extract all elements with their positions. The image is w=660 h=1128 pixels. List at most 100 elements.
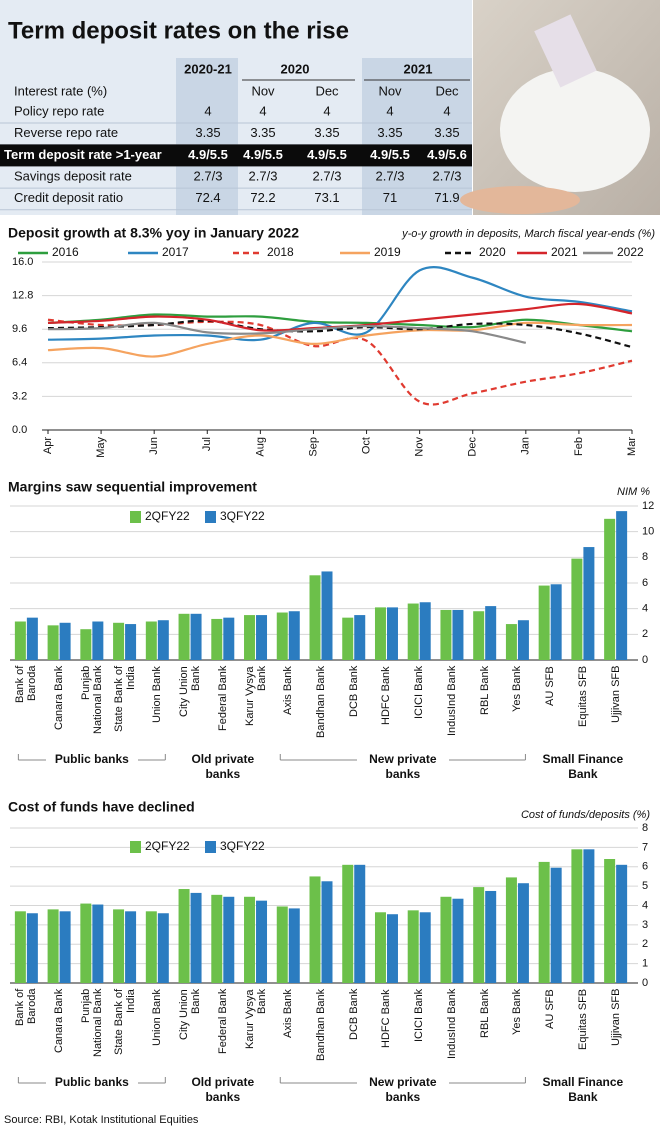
bar xyxy=(473,611,485,660)
bar xyxy=(452,609,464,660)
legend-label: 2016 xyxy=(52,245,79,259)
bar xyxy=(604,859,616,983)
y-tick-label: 8 xyxy=(642,551,648,563)
group-label: Old private banks xyxy=(176,1075,269,1105)
y-tick-label: 6 xyxy=(642,861,648,873)
group-label: Small Finance Bank xyxy=(536,752,629,782)
x-tick-label: IndusInd Bank xyxy=(445,989,458,1060)
bar xyxy=(288,611,300,660)
table-cell: 2.7/3 xyxy=(313,169,342,184)
photo-banknote xyxy=(534,14,597,88)
legend-label: 2019 xyxy=(374,245,401,259)
bar xyxy=(407,603,419,660)
table-cell: 2.7/3 xyxy=(376,169,405,184)
series-line xyxy=(47,265,633,342)
x-tick-label: RBL Bank xyxy=(478,989,491,1039)
table-cell: 4 xyxy=(323,103,330,118)
bar xyxy=(374,912,386,983)
table-cell: 4.9/5.5 xyxy=(370,147,410,162)
x-tick-label: Punjab National Bank xyxy=(79,666,104,735)
axis-label: Cost of funds/deposits (%) xyxy=(521,809,650,821)
x-tick-label: Canara Bank xyxy=(53,666,66,731)
bar xyxy=(26,617,38,660)
x-tick-label: ICICI Bank xyxy=(413,989,426,1043)
x-tick-label: Canara Bank xyxy=(53,989,66,1054)
bar xyxy=(190,892,202,983)
bar xyxy=(571,849,583,983)
table-header: 2020 xyxy=(281,61,310,76)
table-header: 2020-21 xyxy=(184,61,232,76)
x-tick-label: Apr xyxy=(42,437,54,454)
row-label: Credit deposit ratio xyxy=(14,190,123,205)
x-tick-label: Nov xyxy=(414,437,426,457)
bar xyxy=(26,913,38,983)
bar xyxy=(342,864,354,983)
table-cell: 4 xyxy=(443,103,450,118)
y-tick-label: 2 xyxy=(642,628,648,640)
x-tick-label: Yes Bank xyxy=(511,989,524,1036)
y-tick-label: 4 xyxy=(642,899,648,911)
x-tick-label: Federal Bank xyxy=(216,666,229,732)
table-cell: 3.35 xyxy=(195,125,220,140)
y-tick-label: 8 xyxy=(642,822,648,834)
x-tick-label: DCB Bank xyxy=(347,989,360,1041)
bar xyxy=(256,900,268,983)
bar xyxy=(354,615,366,660)
y-tick-label: 1 xyxy=(642,958,648,970)
bar xyxy=(550,584,562,660)
x-tick-label: Axis Bank xyxy=(282,989,295,1038)
series-line xyxy=(47,321,633,358)
row-label: Reverse repo rate xyxy=(14,125,118,140)
bar xyxy=(473,887,485,983)
x-tick-label: Union Bank xyxy=(151,666,164,723)
legend-swatch xyxy=(205,841,216,853)
y-tick-label: 0 xyxy=(642,654,648,666)
bar xyxy=(256,615,268,660)
y-tick-label: 9.6 xyxy=(12,323,27,335)
bar xyxy=(571,558,583,660)
bar xyxy=(342,617,354,660)
bar xyxy=(604,518,616,660)
group-label: Small Finance Bank xyxy=(536,1075,629,1105)
bar xyxy=(485,890,497,983)
group-label: New private banks xyxy=(356,752,449,782)
x-tick-label: City Union Bank xyxy=(178,666,203,717)
x-tick-label: IndusInd Bank xyxy=(445,666,458,737)
bar xyxy=(125,911,137,983)
table-cell: 71 xyxy=(383,190,397,205)
bar xyxy=(321,881,333,983)
bar xyxy=(407,910,419,983)
bar xyxy=(157,913,169,983)
bar xyxy=(178,613,190,660)
bar xyxy=(374,607,386,660)
bar xyxy=(505,624,517,660)
bar xyxy=(440,609,452,660)
bar xyxy=(80,903,92,983)
table-subheader: Dec xyxy=(315,83,339,98)
y-tick-label: 0.0 xyxy=(12,424,27,436)
table-cell: 3.35 xyxy=(434,125,459,140)
table-cell: 4 xyxy=(204,103,211,118)
x-tick-label: State Bank of India xyxy=(112,666,137,733)
y-tick-label: 12 xyxy=(642,500,654,512)
bar xyxy=(276,906,288,983)
table-cell: 4.9/5.5 xyxy=(188,147,228,162)
bar xyxy=(583,849,595,983)
bar xyxy=(288,908,300,983)
bar xyxy=(113,622,125,660)
bar xyxy=(386,914,398,983)
bar xyxy=(145,621,157,660)
bar xyxy=(14,911,26,983)
table-cell: 4 xyxy=(259,103,266,118)
table-cell: 2.7/3 xyxy=(433,169,462,184)
table-cell: 73.1 xyxy=(314,190,339,205)
x-tick-label: HDFC Bank xyxy=(380,989,393,1048)
x-tick-label: AU SFB xyxy=(544,666,557,706)
bar xyxy=(47,909,59,983)
row-label: Policy repo rate xyxy=(14,103,104,118)
table-cell: 72.4 xyxy=(195,190,220,205)
x-tick-label: Karur Vysya Bank xyxy=(243,666,268,726)
bar xyxy=(616,864,628,983)
group-label: Public banks xyxy=(45,752,138,767)
x-tick-label: State Bank of India xyxy=(112,989,137,1056)
